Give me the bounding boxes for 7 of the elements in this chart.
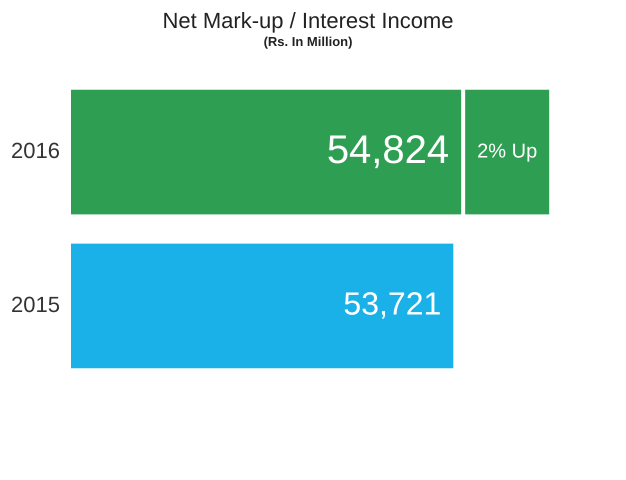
chart-subtitle: (Rs. In Million): [262, 34, 354, 49]
data-label: 53,721: [343, 286, 442, 322]
data-label: 54,824: [326, 128, 450, 172]
y-tick-label: 2016: [10, 138, 60, 164]
text: 2% Up: [477, 140, 538, 163]
chart-title: Net Mark-up / Interest Income: [162, 8, 454, 34]
y-tick-label: 2015: [10, 292, 60, 317]
